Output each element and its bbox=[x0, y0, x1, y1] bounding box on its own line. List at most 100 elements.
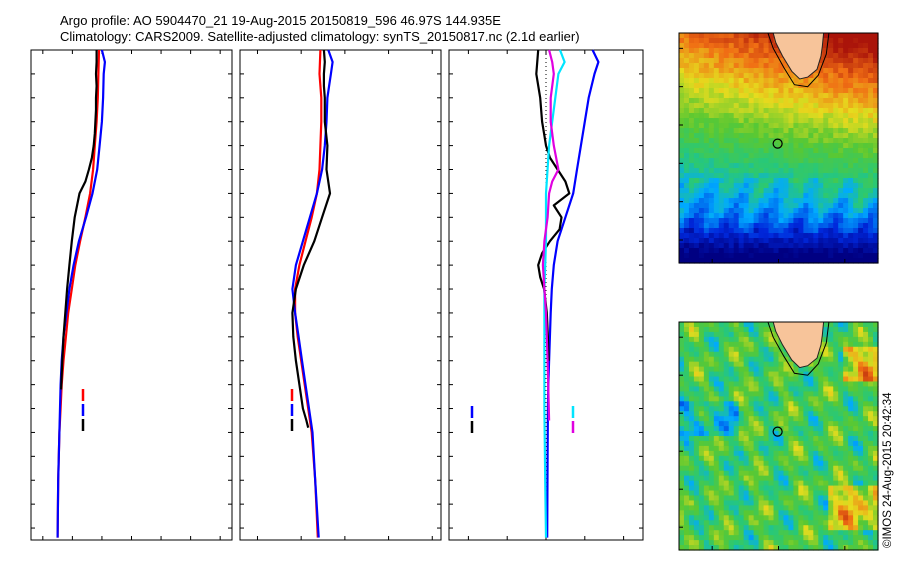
map-cell bbox=[708, 386, 715, 392]
map-cell bbox=[798, 440, 804, 447]
map-cell bbox=[863, 113, 869, 119]
map-cell bbox=[748, 356, 755, 363]
map-cell bbox=[748, 525, 755, 531]
map-cell bbox=[773, 128, 780, 134]
map-cell bbox=[778, 406, 785, 412]
map-cell bbox=[718, 500, 725, 506]
map-cell bbox=[703, 426, 710, 432]
map-cell bbox=[743, 436, 750, 442]
map-cell bbox=[693, 128, 700, 134]
map-cell bbox=[833, 118, 839, 124]
map-cell bbox=[743, 346, 750, 353]
map-cell bbox=[713, 68, 720, 74]
map-cell bbox=[863, 213, 869, 219]
map-cell bbox=[733, 113, 740, 119]
map-cell bbox=[808, 103, 814, 109]
map-cell bbox=[828, 163, 834, 169]
map-cell bbox=[873, 356, 879, 363]
map-cell bbox=[713, 78, 720, 84]
map-cell bbox=[873, 331, 879, 338]
map-cell bbox=[693, 465, 700, 472]
map-cell bbox=[873, 83, 879, 89]
map-cell bbox=[833, 143, 839, 149]
map-cell bbox=[868, 133, 874, 139]
map-cell bbox=[713, 198, 720, 204]
map-cell bbox=[823, 233, 829, 239]
map-cell bbox=[768, 143, 775, 149]
map-cell bbox=[723, 381, 730, 388]
map-cell bbox=[823, 396, 829, 402]
map-cell bbox=[793, 88, 799, 94]
map-cell bbox=[758, 238, 765, 244]
map-cell bbox=[783, 143, 790, 149]
map-cell bbox=[718, 63, 725, 69]
map-cell bbox=[748, 500, 755, 506]
map-cell bbox=[863, 406, 869, 412]
map-cell bbox=[873, 485, 879, 492]
map-cell bbox=[838, 545, 844, 551]
map-cell bbox=[828, 83, 834, 89]
map-cell bbox=[698, 322, 705, 328]
map-cell bbox=[788, 88, 795, 94]
map-cell bbox=[868, 188, 874, 194]
map-cell bbox=[828, 500, 834, 506]
map-cell bbox=[858, 401, 864, 407]
map-cell bbox=[848, 183, 854, 189]
map-cell bbox=[743, 465, 750, 472]
map-cell bbox=[728, 490, 735, 497]
map-cell bbox=[748, 421, 755, 427]
map-cell bbox=[723, 351, 730, 358]
map-cell bbox=[813, 401, 819, 407]
map-cell bbox=[748, 341, 755, 348]
map-cell bbox=[738, 43, 745, 49]
map-cell bbox=[743, 58, 750, 64]
map-cell bbox=[863, 401, 869, 407]
map-cell bbox=[723, 103, 730, 109]
map-cell bbox=[858, 163, 864, 169]
map-cell bbox=[733, 93, 740, 99]
map-cell bbox=[778, 540, 785, 546]
map-cell bbox=[773, 253, 780, 259]
map-cell bbox=[778, 356, 785, 363]
map-cell bbox=[773, 445, 780, 452]
map-cell bbox=[723, 396, 730, 402]
map-cell bbox=[748, 470, 755, 477]
map-cell bbox=[853, 203, 859, 209]
map-cell bbox=[788, 78, 795, 84]
map-cell bbox=[853, 450, 859, 457]
map-cell bbox=[688, 68, 695, 74]
map-cell bbox=[823, 406, 829, 412]
map-cell bbox=[818, 485, 824, 492]
map-cell bbox=[848, 396, 854, 402]
map-cell bbox=[788, 243, 795, 249]
plot-frame bbox=[30, 49, 233, 541]
map-cell bbox=[713, 371, 720, 378]
map-cell bbox=[703, 326, 710, 333]
map-cell bbox=[768, 203, 775, 209]
map-cell bbox=[728, 233, 735, 239]
map-cell bbox=[758, 143, 765, 149]
map-cell bbox=[848, 455, 854, 462]
map-cell bbox=[823, 188, 829, 194]
map-cell bbox=[728, 193, 735, 199]
map-cell bbox=[773, 183, 780, 189]
map-cell bbox=[723, 78, 730, 84]
map-cell bbox=[743, 93, 750, 99]
map-cell bbox=[773, 248, 780, 254]
map-cell bbox=[688, 58, 695, 64]
map-cell bbox=[868, 396, 874, 402]
map-cell bbox=[693, 530, 700, 536]
map-cell bbox=[718, 138, 725, 144]
map-cell bbox=[683, 416, 690, 422]
map-cell bbox=[793, 450, 799, 457]
map-cell bbox=[733, 43, 740, 49]
map-cell bbox=[873, 465, 879, 472]
map-cell bbox=[823, 470, 829, 477]
map-cell bbox=[873, 93, 879, 99]
map-cell bbox=[853, 445, 859, 452]
map-cell bbox=[848, 93, 854, 99]
map-cell bbox=[803, 465, 809, 472]
map-cell bbox=[813, 475, 819, 482]
map-cell bbox=[813, 198, 819, 204]
map-cell bbox=[778, 396, 785, 402]
